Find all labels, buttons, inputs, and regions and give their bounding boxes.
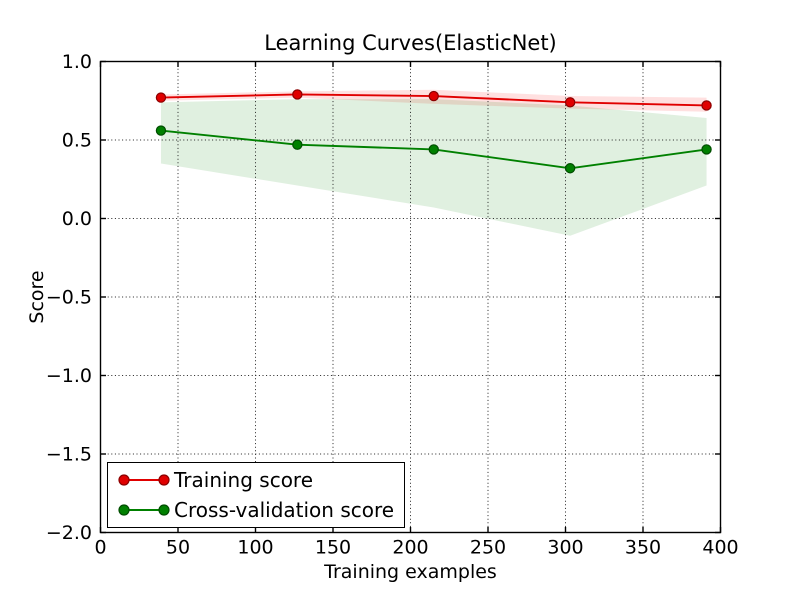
legend-label-cross-validation-score: Cross-validation score xyxy=(174,498,395,522)
y-tick-label: −2.0 xyxy=(46,522,92,544)
training-score-legend-marker xyxy=(118,474,170,486)
training-score-point xyxy=(428,90,439,102)
y-tick-label: −1.5 xyxy=(46,444,92,466)
x-tick-label: 300 xyxy=(547,537,583,559)
y-tick-label: −1.0 xyxy=(46,365,92,387)
legend-label-training-score: Training score xyxy=(174,468,314,492)
legend-item-training-score: Training score xyxy=(108,465,404,495)
y-axis-label: Score xyxy=(26,270,48,324)
cross-validation-score-point xyxy=(155,125,167,136)
x-tick-label: 150 xyxy=(315,537,351,559)
x-tick-label: 200 xyxy=(392,537,428,559)
cross-validation-score-point xyxy=(292,139,303,150)
x-tick-label: 350 xyxy=(625,537,661,559)
training-score-point xyxy=(564,97,576,108)
cross-validation-score-point xyxy=(564,163,576,174)
x-axis-label: Training examples xyxy=(324,561,497,583)
cross-validation-score-point xyxy=(701,144,712,155)
y-tick-label: 0.5 xyxy=(62,130,92,152)
y-tick-label: −0.5 xyxy=(46,287,92,309)
x-tick-label: 250 xyxy=(470,537,506,559)
x-tick-label: 0 xyxy=(94,537,106,559)
training-score-point xyxy=(292,89,303,100)
x-tick-label: 50 xyxy=(166,537,190,559)
cross-validation-score-point xyxy=(428,144,439,155)
x-tick-label: 100 xyxy=(237,537,273,559)
cross-validation-legend-marker xyxy=(118,504,170,516)
x-tick-label: 400 xyxy=(702,537,738,559)
cross-validation-score-band xyxy=(160,99,707,236)
legend-item-cross-validation-score: Cross-validation score xyxy=(108,495,404,525)
y-tick-label: 0.0 xyxy=(62,208,92,230)
chart-title: Learning Curves(ElasticNet) xyxy=(264,31,557,55)
training-score-point xyxy=(155,92,167,103)
legend: Training score Cross-validation score xyxy=(107,462,405,528)
training-score-point xyxy=(701,100,712,111)
y-tick-label: 1.0 xyxy=(62,51,92,73)
